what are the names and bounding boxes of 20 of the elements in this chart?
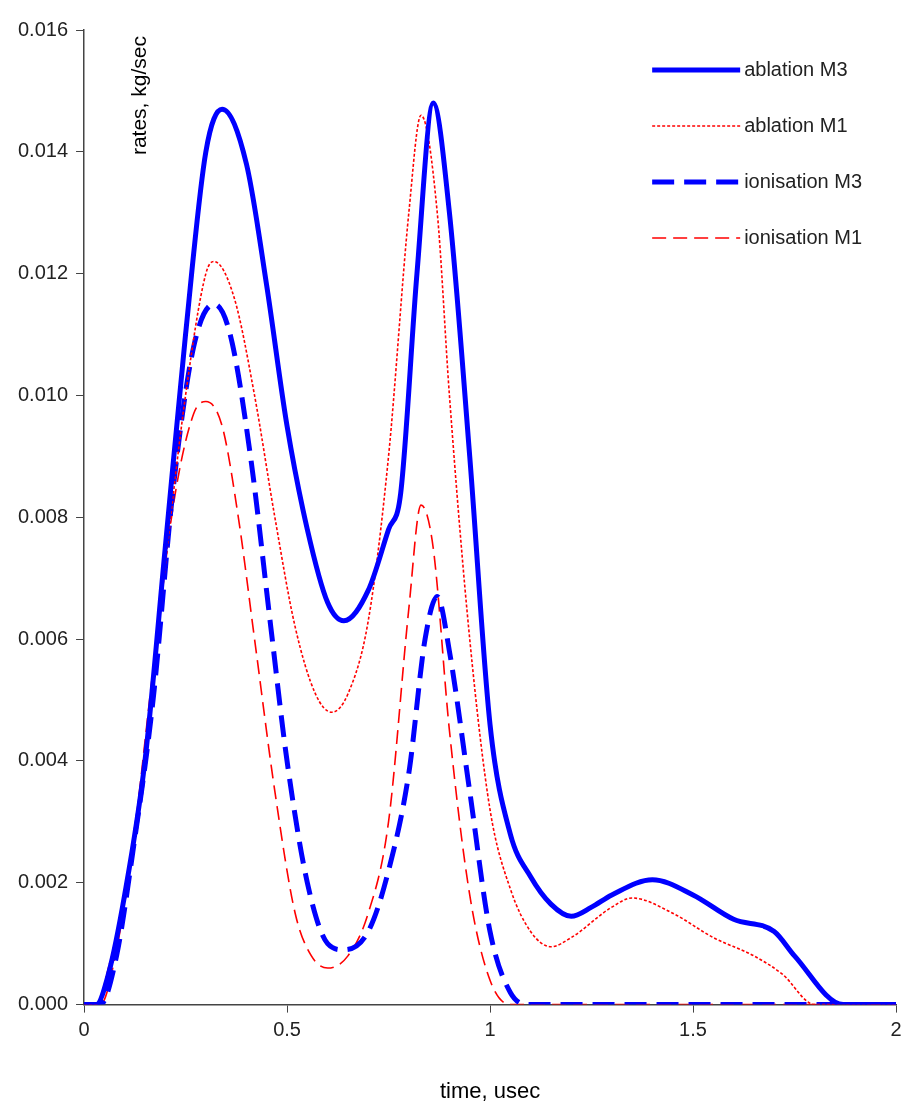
legend-label: ablation M3: [744, 57, 848, 80]
y-axis-title: rates, kg/sec: [126, 36, 150, 156]
y-tick-label: 0.012: [17, 261, 69, 284]
y-tick-label: 0.008: [17, 504, 69, 527]
x-tick-label: 1: [484, 1018, 496, 1041]
x-tick-label: 1.5: [679, 1018, 707, 1041]
y-tick-label: 0.006: [17, 626, 69, 649]
x-axis-title: time, usec: [439, 1077, 541, 1103]
y-tick-label: 0.000: [17, 992, 69, 1015]
y-tick-label: 0.002: [17, 870, 69, 893]
legend-label: ionisation M1: [744, 225, 862, 248]
legend-label: ionisation M3: [744, 169, 862, 192]
x-tick-label: 2: [890, 1018, 902, 1041]
y-tick-label: 0.014: [17, 139, 69, 162]
legend-label: ablation M1: [744, 113, 848, 136]
x-tick-label: 0.5: [273, 1018, 301, 1041]
y-tick-label: 0.010: [17, 382, 69, 405]
y-tick-label: 0.016: [17, 17, 69, 40]
y-tick-label: 0.004: [17, 748, 69, 771]
x-tick-label: 0: [78, 1018, 90, 1041]
